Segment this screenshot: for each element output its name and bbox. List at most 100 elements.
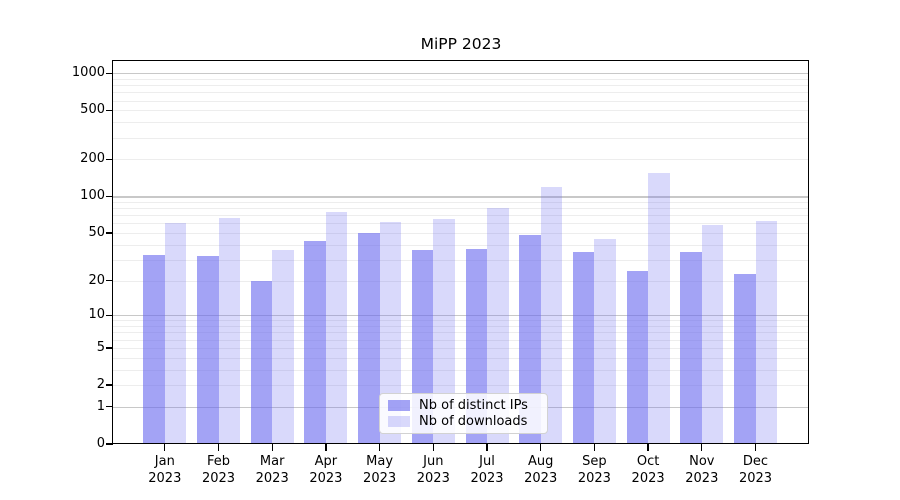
y-tick-mark bbox=[106, 384, 113, 386]
x-tick-mark bbox=[271, 444, 273, 451]
x-tick-label: Jul 2023 bbox=[455, 453, 519, 487]
x-tick-year: 2023 bbox=[309, 471, 343, 486]
y-tick-label: 0 bbox=[96, 436, 105, 451]
bar-downloads-mar bbox=[272, 250, 294, 444]
x-tick-label: Oct 2023 bbox=[616, 453, 680, 487]
x-tick-mark bbox=[701, 444, 703, 451]
x-tick-mark bbox=[217, 444, 220, 451]
bar-distinct-ips-nov bbox=[680, 251, 702, 444]
y-gridline-minor bbox=[113, 320, 809, 322]
x-tick-mark bbox=[647, 444, 649, 451]
legend: Nb of distinct IPs Nb of downloads bbox=[379, 393, 548, 434]
x-tick-month: Apr bbox=[314, 454, 338, 469]
bar-distinct-ips-oct bbox=[626, 271, 649, 444]
y-gridline-minor bbox=[113, 100, 809, 102]
y-tick-label: 100 bbox=[80, 188, 105, 204]
bar-downloads-jun bbox=[433, 219, 455, 444]
y-gridline-minor bbox=[113, 78, 809, 80]
y-gridline-minor bbox=[113, 159, 809, 161]
x-tick-year: 2023 bbox=[685, 471, 719, 486]
bar-distinct-ips-dec bbox=[734, 273, 756, 444]
y-tick-mark bbox=[106, 195, 113, 198]
x-tick-month: Jun bbox=[423, 454, 444, 469]
y-gridline-minor bbox=[113, 208, 809, 210]
x-tick-label: Dec 2023 bbox=[724, 453, 788, 487]
x-tick-mark bbox=[378, 444, 381, 451]
x-tick-mark bbox=[325, 444, 327, 451]
x-tick-year: 2023 bbox=[470, 471, 504, 486]
bar-distinct-ips-may bbox=[358, 233, 380, 444]
bar-distinct-ips-feb bbox=[197, 256, 219, 444]
y-gridline-minor bbox=[113, 233, 809, 234]
y-gridline-minor bbox=[113, 137, 809, 139]
bar-downloads-oct bbox=[648, 173, 670, 444]
bar-distinct-ips-mar bbox=[250, 280, 273, 444]
x-tick-mark bbox=[164, 444, 166, 451]
bar-downloads-nov bbox=[701, 225, 724, 444]
y-tick-label: 1 bbox=[96, 398, 105, 414]
legend-swatch-downloads bbox=[388, 416, 410, 428]
bar-downloads-jan bbox=[164, 223, 187, 444]
y-gridline-minor bbox=[113, 244, 809, 246]
y-gridline-minor bbox=[113, 357, 809, 359]
x-tick-mark bbox=[540, 444, 542, 451]
y-gridline-minor bbox=[113, 385, 809, 386]
y-tick-mark bbox=[106, 158, 113, 161]
y-tick-mark bbox=[106, 443, 113, 445]
bar-downloads-jul bbox=[487, 208, 509, 444]
bar-downloads-feb bbox=[218, 217, 240, 444]
y-tick-label: 20 bbox=[88, 272, 105, 288]
x-tick-year: 2023 bbox=[363, 471, 397, 486]
y-gridline-minor bbox=[113, 339, 809, 341]
y-gridline-minor bbox=[113, 85, 809, 87]
x-tick-month: Aug bbox=[527, 454, 554, 469]
x-tick-month: Sep bbox=[582, 454, 607, 469]
legend-label-distinct-ips: Nb of distinct IPs bbox=[419, 397, 528, 413]
x-tick-month: Mar bbox=[259, 454, 285, 469]
legend-label-downloads: Nb of downloads bbox=[419, 414, 528, 430]
bar-distinct-ips-jan bbox=[143, 254, 165, 444]
y-gridline-minor bbox=[113, 347, 809, 349]
y-gridline-minor bbox=[113, 369, 809, 371]
x-tick-year: 2023 bbox=[631, 471, 665, 486]
x-tick-label: May 2023 bbox=[348, 453, 412, 487]
y-tick-label: 50 bbox=[88, 225, 105, 240]
y-gridline-minor bbox=[113, 259, 809, 261]
x-tick-label: Feb 2023 bbox=[187, 453, 251, 487]
bar-downloads-aug bbox=[540, 186, 563, 444]
y-gridline-minor bbox=[113, 326, 809, 328]
y-tick-label: 10 bbox=[88, 307, 105, 323]
y-tick-label: 5 bbox=[96, 339, 105, 355]
x-tick-label: Aug 2023 bbox=[509, 453, 573, 487]
y-tick-mark bbox=[106, 314, 113, 316]
x-tick-year: 2023 bbox=[255, 471, 289, 486]
legend-item-distinct-ips: Nb of distinct IPs bbox=[388, 398, 539, 413]
x-tick-year: 2023 bbox=[201, 471, 236, 486]
chart-title: MiPP 2023 bbox=[420, 35, 502, 53]
bar-distinct-ips-apr bbox=[304, 240, 326, 444]
legend-swatch-distinct-ips bbox=[388, 399, 410, 411]
y-tick-label: 200 bbox=[80, 151, 105, 167]
y-gridline-minor bbox=[113, 122, 809, 124]
x-tick-label: Apr 2023 bbox=[294, 453, 358, 487]
y-gridline-major bbox=[113, 315, 809, 317]
y-tick-label: 2 bbox=[96, 377, 105, 392]
y-tick-label: 1000 bbox=[71, 65, 105, 81]
x-tick-year: 2023 bbox=[738, 471, 773, 486]
x-tick-month: May bbox=[366, 454, 394, 469]
x-tick-label: Sep 2023 bbox=[562, 453, 626, 487]
x-tick-year: 2023 bbox=[577, 471, 611, 486]
y-tick-mark bbox=[106, 232, 113, 234]
x-tick-month: Jan bbox=[154, 454, 175, 469]
y-gridline-minor bbox=[113, 215, 809, 217]
y-tick-label: 500 bbox=[80, 102, 105, 118]
y-gridline-major bbox=[113, 196, 809, 198]
bar-downloads-may bbox=[379, 221, 402, 444]
y-tick-mark bbox=[106, 279, 113, 282]
x-tick-label: Jan 2023 bbox=[133, 453, 197, 487]
x-tick-month: Jul bbox=[479, 454, 495, 469]
y-gridline-minor bbox=[113, 332, 809, 334]
x-tick-label: Nov 2023 bbox=[670, 453, 734, 487]
y-tick-mark bbox=[106, 406, 113, 408]
